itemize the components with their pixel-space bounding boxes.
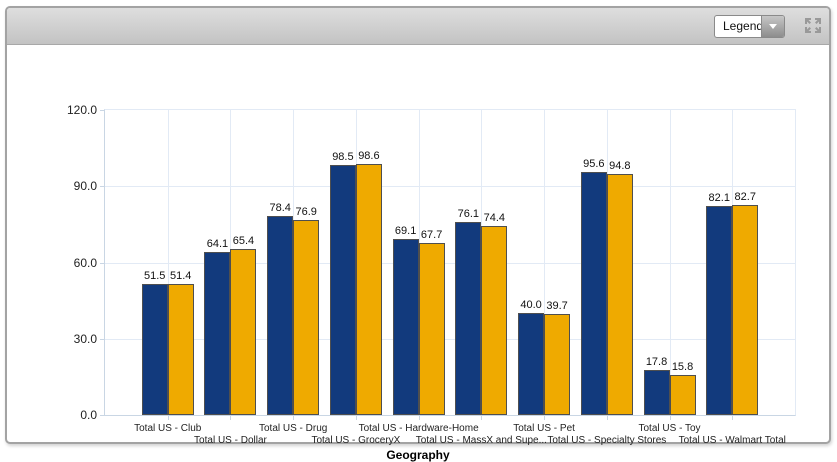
bar-value-label: 76.1 <box>457 207 480 220</box>
bar-value-label: 17.8 <box>645 355 668 368</box>
bar-value-label: 69.1 <box>394 225 417 238</box>
bar-value-label: 15.8 <box>671 360 694 373</box>
x-axis-title: Geography <box>386 448 450 462</box>
bar-series-2-5[interactable] <box>418 242 445 415</box>
widget-toolbar: Legend <box>7 8 829 45</box>
x-axis-tick <box>293 416 295 420</box>
gridline-vertical <box>669 110 671 415</box>
x-axis-tick <box>418 416 420 420</box>
gridline-vertical <box>167 110 169 415</box>
gridline-vertical <box>544 110 546 415</box>
bar-value-label: 67.7 <box>420 228 443 241</box>
y-axis-tick <box>100 110 105 111</box>
bar-series-2-7[interactable] <box>544 314 571 415</box>
bar-value-label: 82.7 <box>734 190 756 203</box>
bar-value-label: 40.0 <box>520 299 542 312</box>
legend-dropdown[interactable]: Legend <box>714 15 785 38</box>
bar-series-1-5[interactable] <box>392 239 419 415</box>
bar-value-label: 39.7 <box>546 300 568 313</box>
bar-series-1-8[interactable] <box>580 172 607 415</box>
x-category-label: Total US - Hardware-Home <box>358 423 479 434</box>
y-axis-tick <box>100 186 105 188</box>
bar-series-1-1[interactable] <box>141 284 168 415</box>
bar-series-1-2[interactable] <box>204 252 231 415</box>
x-axis-tick <box>732 416 734 420</box>
legend-dropdown-arrow-button[interactable] <box>761 16 784 37</box>
chart-widget-window: Legend 0.0 30.0 60.0 90.0 120.0 51.5 64.1 78.4 9… <box>5 6 831 462</box>
bar-series-2-4[interactable] <box>355 164 382 415</box>
bar-series-2-6[interactable] <box>481 225 508 415</box>
bar-value-label: 65.4 <box>232 234 255 247</box>
bar-series-2-2[interactable] <box>230 248 257 415</box>
bar-value-label: 98.5 <box>332 150 354 163</box>
x-category-label: Total US - MassX and Supe... <box>415 435 547 446</box>
bar-series-2-8[interactable] <box>606 174 633 415</box>
chevron-down-icon <box>769 24 777 33</box>
x-category-label: Total US - Toy <box>638 423 701 434</box>
x-category-label: Total US - Pet <box>513 423 575 434</box>
bar-value-label: 64.1 <box>206 238 229 251</box>
x-axis-tick <box>544 416 546 420</box>
x-axis-tick <box>481 416 483 420</box>
y-axis-tick <box>100 262 105 264</box>
bar-value-label: 78.4 <box>269 201 291 214</box>
gridline-horizontal <box>105 262 795 264</box>
bar-series-2-3[interactable] <box>293 219 320 415</box>
x-axis-tick <box>355 416 357 420</box>
chart-region: 0.0 30.0 60.0 90.0 120.0 51.5 64.1 78.4 98.5 69.1… <box>7 45 829 462</box>
x-category-label: Total US - Club <box>134 423 202 434</box>
bar-series-1-3[interactable] <box>267 215 294 415</box>
x-axis-tick <box>669 416 671 420</box>
bar-series-2-9[interactable] <box>669 374 696 415</box>
bar-value-label: 95.6 <box>583 158 605 171</box>
maximize-icon[interactable] <box>804 17 822 34</box>
bar-value-label: 82.1 <box>708 192 730 205</box>
bar-value-label: 76.9 <box>295 205 317 218</box>
bar-series-1-7[interactable] <box>518 313 545 415</box>
bar-value-label: 51.4 <box>170 270 192 283</box>
bar-series-2-10[interactable] <box>732 204 759 415</box>
y-axis-tick <box>100 338 105 340</box>
x-axis-tick <box>167 416 169 420</box>
gridline-horizontal <box>105 338 795 340</box>
x-category-label: Total US - Walmart Total <box>678 435 786 446</box>
bar-value-label: 94.8 <box>609 160 631 173</box>
bar-value-label: 98.6 <box>358 150 380 163</box>
bar-series-1-4[interactable] <box>329 164 356 415</box>
x-axis-tick <box>606 416 608 420</box>
y-axis-tick <box>100 415 105 416</box>
y-axis-tick-label: 30.0 <box>73 331 97 346</box>
bar-value-label: 74.4 <box>483 211 506 224</box>
gridline-horizontal <box>105 186 795 188</box>
x-category-label: Total US - Drug <box>258 423 328 434</box>
x-category-label: Total US - GroceryX <box>311 435 401 446</box>
y-axis-tick-label: 120.0 <box>66 103 97 117</box>
y-axis-tick-label: 0.0 <box>80 408 97 422</box>
bar-series-1-6[interactable] <box>455 221 482 415</box>
bar-series-1-9[interactable] <box>643 369 670 415</box>
legend-dropdown-value[interactable]: Legend <box>723 19 761 33</box>
bar-value-label: 51.5 <box>144 270 166 283</box>
y-axis-tick-label: 90.0 <box>73 179 97 194</box>
x-category-label: Total US - Dollar <box>194 435 267 446</box>
x-category-label: Total US - Specialty Stores <box>547 435 667 446</box>
plot-area: 0.0 30.0 60.0 90.0 120.0 51.5 64.1 78.4 98.5 69.1… <box>67 103 796 446</box>
bar-series-2-1[interactable] <box>167 284 194 415</box>
bar-series-1-10[interactable] <box>706 206 733 415</box>
x-axis-tick <box>230 416 232 420</box>
y-axis-tick-label: 60.0 <box>73 255 97 270</box>
